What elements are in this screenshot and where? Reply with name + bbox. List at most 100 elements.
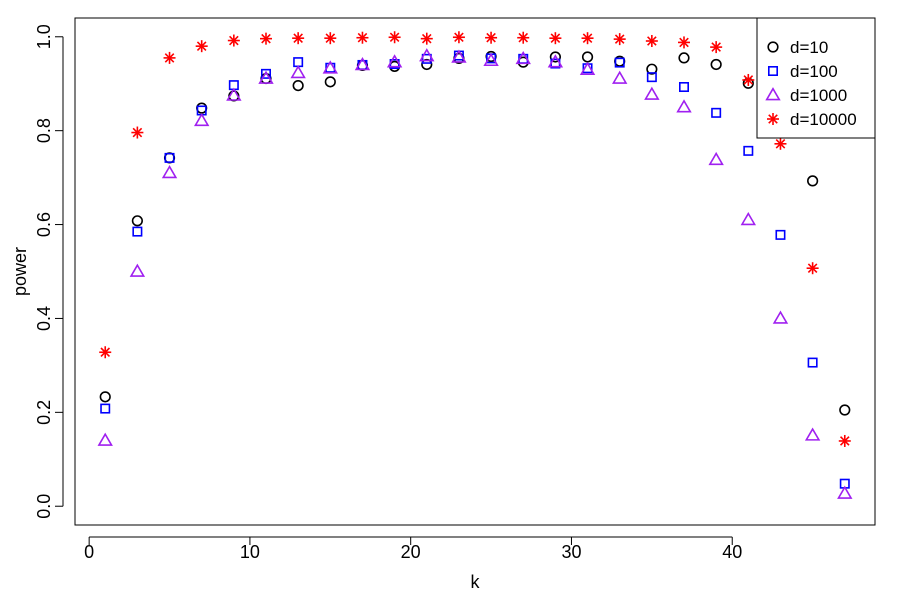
legend-item: d=1000 — [765, 86, 847, 105]
legend-box — [756, 17, 876, 139]
data-point-circle — [292, 79, 304, 92]
data-point-triangle — [129, 263, 146, 277]
data-point-triangle — [676, 99, 692, 113]
data-point-asterisk — [485, 31, 498, 44]
legend-item: d=10000 — [767, 110, 857, 129]
x-tick-label: 0 — [84, 542, 94, 562]
data-point-square — [132, 226, 143, 237]
data-point-circle — [807, 175, 819, 187]
data-point-square — [646, 72, 657, 83]
series-triangle — [97, 48, 853, 499]
data-point-asterisk — [388, 31, 401, 44]
legend-label: d=10 — [790, 38, 828, 57]
data-point-triangle — [644, 86, 660, 100]
y-tick-label: 0.8 — [34, 118, 54, 143]
data-point-square — [807, 357, 818, 368]
data-point-triangle — [612, 70, 628, 84]
data-point-asterisk — [324, 32, 337, 45]
y-tick-label: 1.0 — [34, 24, 54, 49]
data-point-circle — [196, 102, 208, 114]
plot-frame — [74, 17, 876, 526]
data-point-circle — [324, 76, 336, 88]
y-tick-label: 0.2 — [34, 400, 54, 425]
data-point-circle — [678, 52, 690, 64]
data-point-square — [100, 403, 111, 414]
legend-marker-square — [767, 66, 778, 77]
data-point-square — [421, 53, 432, 64]
data-point-asterisk — [131, 126, 144, 139]
data-point-circle — [646, 63, 658, 75]
data-point-triangle — [515, 50, 531, 65]
data-point-asterisk — [710, 41, 723, 54]
data-point-triangle — [193, 112, 210, 127]
data-point-triangle — [386, 54, 403, 68]
data-point-asterisk — [774, 137, 787, 150]
x-axis-title: k — [471, 572, 481, 592]
data-point-square — [614, 57, 625, 68]
data-point-triangle — [483, 52, 499, 67]
data-point-triangle — [740, 211, 757, 226]
data-point-triangle — [354, 57, 371, 71]
data-point-triangle — [97, 432, 113, 446]
data-point-asterisk — [517, 31, 530, 44]
data-point-asterisk — [806, 262, 819, 275]
data-point-square — [743, 145, 754, 156]
data-point-asterisk — [356, 31, 369, 44]
data-point-asterisk — [838, 434, 851, 447]
data-point-circle — [163, 152, 176, 164]
data-point-triangle — [258, 70, 274, 84]
y-tick-label: 0.6 — [34, 212, 54, 237]
x-tick-label: 10 — [240, 542, 260, 562]
data-point-triangle — [451, 49, 467, 63]
data-point-circle — [131, 215, 143, 227]
legend-item: d=100 — [767, 62, 838, 81]
data-point-asterisk — [645, 35, 658, 48]
data-point-triangle — [419, 48, 435, 62]
y-axis: 0.0 0.2 0.4 0.6 0.8 1.0 — [34, 24, 64, 519]
data-point-circle — [549, 51, 561, 63]
series-circle — [99, 50, 851, 416]
data-point-square — [260, 68, 271, 79]
legend-label: d=1000 — [790, 86, 847, 105]
legend-label: d=10000 — [790, 110, 857, 129]
data-point-triangle — [290, 65, 306, 79]
x-tick-label: 30 — [561, 542, 581, 562]
legend-marker-circle — [767, 41, 779, 53]
data-point-circle — [710, 58, 722, 71]
y-tick-label: 0.0 — [34, 494, 54, 519]
data-point-square — [711, 107, 722, 118]
data-point-asterisk — [259, 32, 272, 45]
data-point-square — [679, 82, 690, 93]
data-point-asterisk — [581, 32, 594, 45]
legend: d=10 d=100 d=1000 d=10000 — [756, 17, 876, 139]
data-point-triangle — [322, 60, 338, 74]
data-point-asterisk — [420, 32, 433, 45]
series-asterisk — [99, 31, 851, 447]
data-point-triangle — [837, 485, 853, 499]
series-square — [100, 50, 850, 489]
data-point-asterisk — [163, 51, 176, 64]
legend-item: d=10 — [767, 38, 828, 57]
data-point-circle — [421, 58, 433, 71]
y-axis-title: power — [10, 247, 30, 296]
x-tick-label: 20 — [401, 542, 421, 562]
x-tick-label: 40 — [722, 542, 742, 562]
data-point-asterisk — [613, 33, 626, 46]
data-points — [97, 31, 853, 499]
data-point-asterisk — [292, 32, 305, 45]
data-point-asterisk — [452, 31, 465, 44]
data-point-triangle — [708, 151, 724, 166]
data-point-square — [775, 229, 786, 240]
data-point-circle — [839, 404, 851, 416]
data-point-asterisk — [549, 32, 562, 45]
data-point-triangle — [579, 61, 596, 75]
data-point-asterisk — [195, 40, 208, 53]
data-point-asterisk — [227, 34, 240, 47]
data-point-asterisk — [742, 73, 755, 86]
y-tick-label: 0.4 — [34, 306, 54, 331]
data-point-triangle — [226, 87, 242, 101]
data-point-circle — [581, 51, 594, 63]
data-point-circle — [99, 391, 111, 403]
data-point-triangle — [161, 165, 178, 179]
